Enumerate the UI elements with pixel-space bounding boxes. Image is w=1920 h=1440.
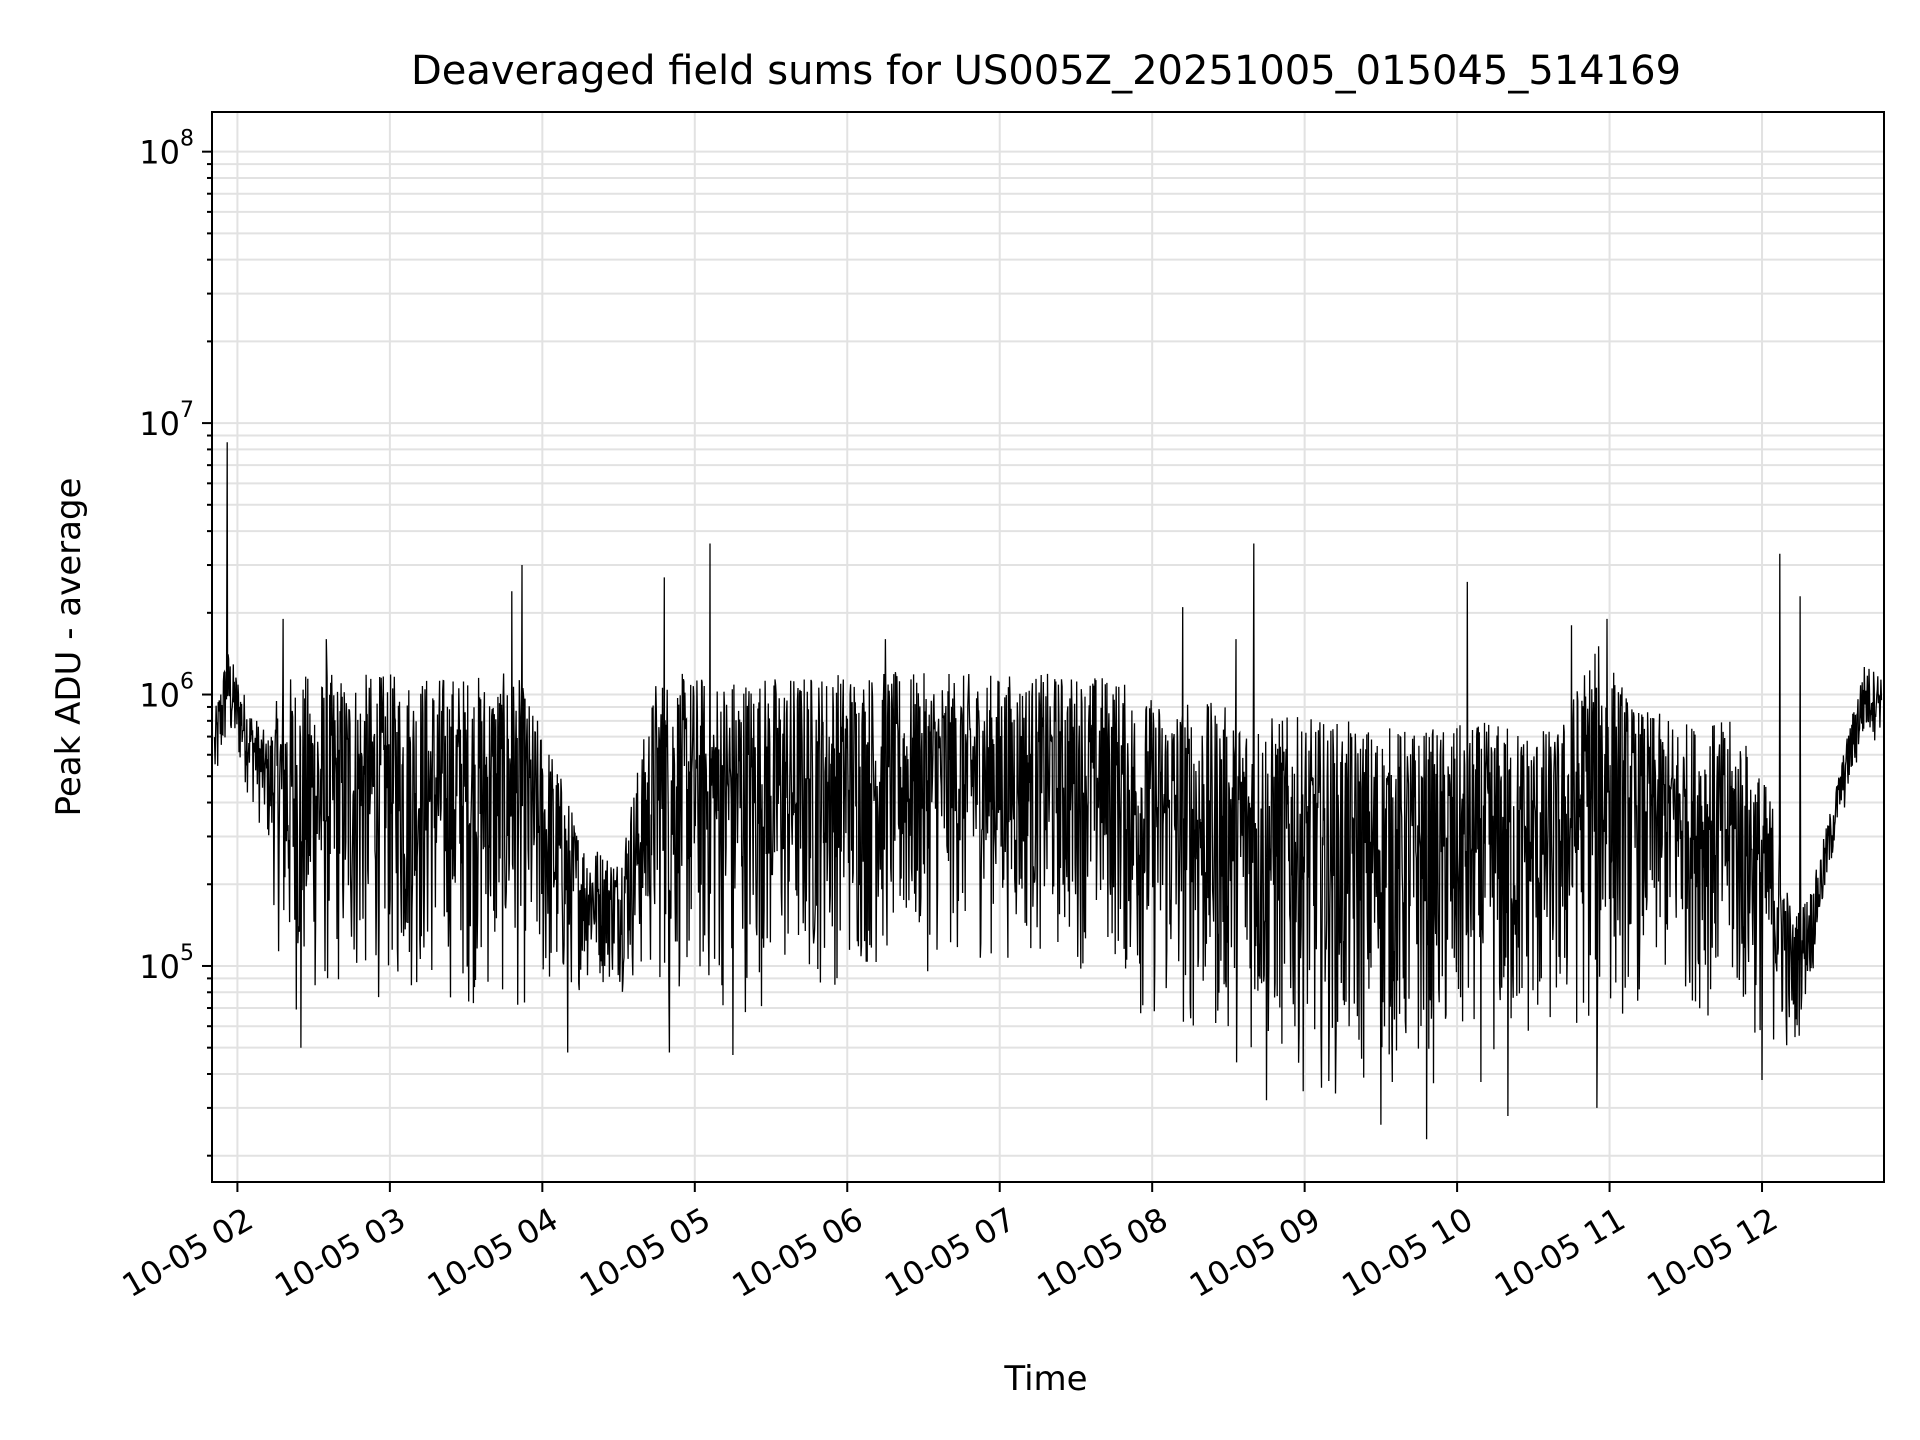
x-tick-label: 10-05 10 — [1336, 1200, 1480, 1305]
x-tick-label: 10-05 12 — [1640, 1200, 1784, 1305]
y-axis: 105 106 107 108 — [139, 127, 212, 1157]
x-tick-label: 10-05 09 — [1183, 1200, 1327, 1305]
x-tick-label: 10-05 05 — [573, 1200, 717, 1305]
series-layer — [213, 442, 1883, 1140]
x-tick-label: 10-05 11 — [1488, 1200, 1632, 1305]
y-tick-label: 107 — [139, 398, 194, 443]
x-tick-label: 10-05 04 — [421, 1200, 565, 1305]
chart-title: Deaveraged field sums for US005Z_2025100… — [411, 48, 1681, 94]
x-tick-label: 10-05 03 — [268, 1200, 412, 1305]
y-tick-label: 108 — [139, 127, 194, 172]
series-line — [213, 442, 1883, 1140]
x-tick-label: 10-05 06 — [726, 1200, 870, 1305]
plot-frame — [211, 111, 1885, 1183]
x-tick-label: 10-05 08 — [1031, 1200, 1175, 1305]
x-tick-label: 10-05 07 — [878, 1200, 1022, 1305]
grid-layer — [212, 112, 1884, 1182]
y-tick-label: 105 — [139, 941, 194, 986]
y-tick-label: 106 — [139, 670, 194, 715]
x-axis: 10-05 02 10-05 03 10-05 04 10-05 05 10-05 06… — [116, 1182, 1784, 1305]
y-axis-label: Peak ADU - average — [49, 478, 89, 817]
x-tick-label: 10-05 02 — [116, 1200, 260, 1305]
x-axis-label: Time — [1003, 1359, 1087, 1399]
